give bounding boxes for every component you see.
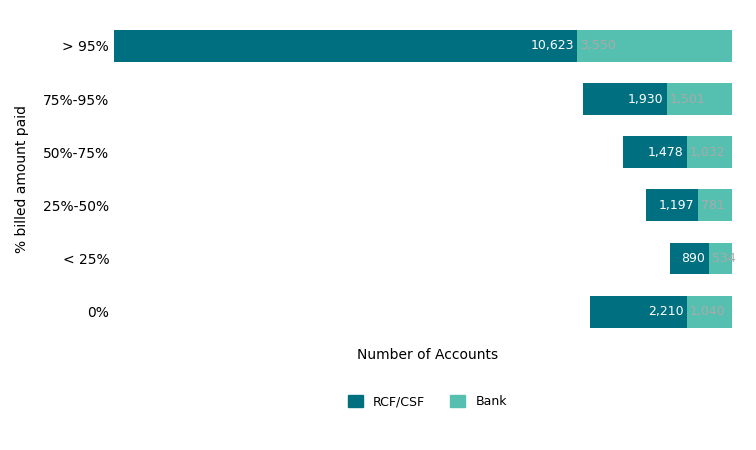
Text: 10,623: 10,623 xyxy=(531,39,574,52)
Bar xyxy=(590,296,687,328)
Bar xyxy=(578,30,733,62)
Text: 1,478: 1,478 xyxy=(648,146,683,159)
X-axis label: Number of Accounts: Number of Accounts xyxy=(357,348,498,362)
Bar xyxy=(670,243,709,274)
Y-axis label: % billed amount paid: % billed amount paid xyxy=(15,105,29,253)
Bar xyxy=(687,136,733,168)
Text: 1,930: 1,930 xyxy=(627,93,663,105)
Bar xyxy=(687,296,733,328)
Bar xyxy=(114,30,578,62)
Bar xyxy=(709,243,733,274)
Bar xyxy=(699,189,733,221)
Text: 534: 534 xyxy=(711,252,736,265)
Legend: RCF/CSF, Bank: RCF/CSF, Bank xyxy=(349,395,507,408)
Text: 3,550: 3,550 xyxy=(580,39,616,52)
Bar xyxy=(667,83,733,115)
Text: 1,032: 1,032 xyxy=(690,146,726,159)
Text: 2,210: 2,210 xyxy=(648,305,683,318)
Text: 1,040: 1,040 xyxy=(689,305,725,318)
Text: 1,501: 1,501 xyxy=(669,93,705,105)
Bar xyxy=(623,136,687,168)
Text: 781: 781 xyxy=(701,199,725,212)
Bar xyxy=(646,189,699,221)
Bar xyxy=(583,83,667,115)
Text: 890: 890 xyxy=(682,252,705,265)
Text: 1,197: 1,197 xyxy=(659,199,695,212)
